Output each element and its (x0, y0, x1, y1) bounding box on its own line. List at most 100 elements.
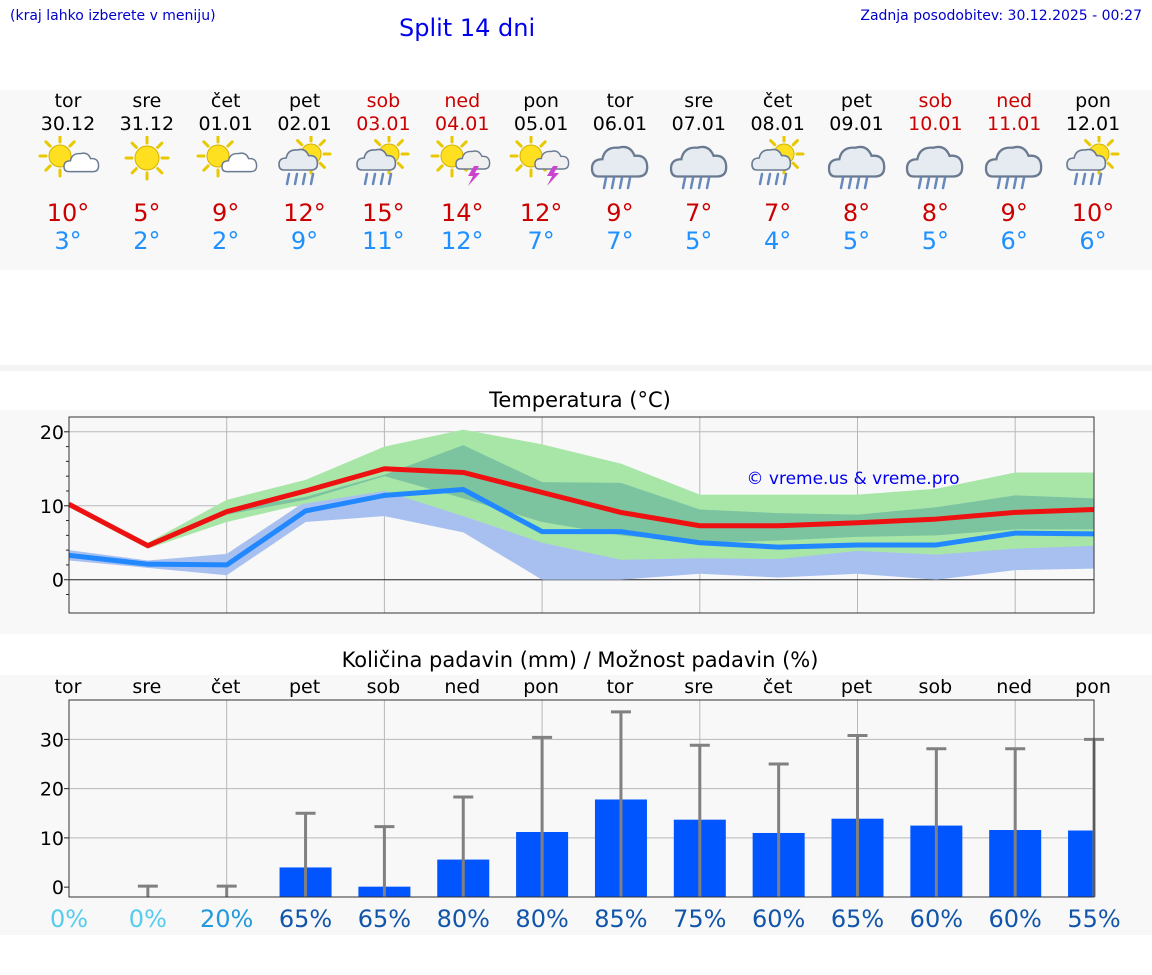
watermark: © vreme.us & vreme.pro (746, 469, 959, 489)
precip-probability: 60% (909, 905, 964, 933)
precip-day-label: pon (523, 676, 559, 698)
min-temperature: 5° (842, 227, 871, 255)
max-temperature: 15° (362, 199, 405, 227)
precip-ytick-label: 30 (40, 729, 64, 751)
day-date: 09.01 (829, 113, 884, 135)
max-temperature: 12° (519, 199, 563, 227)
min-temperature: 9° (290, 227, 319, 255)
min-temp-line (68, 486, 1095, 568)
precip-day-label: sob (918, 676, 953, 698)
last-update: Zadnja posodobitev: 30.12.2025 - 00:27 (860, 8, 1142, 24)
day-date: 07.01 (671, 113, 726, 135)
min-temperature: 2° (133, 227, 161, 255)
precip-probability: 0% (49, 905, 89, 933)
sun-thunder-icon (430, 134, 494, 200)
sun-thunder-icon (509, 134, 573, 200)
max-temperature: 10° (46, 199, 90, 227)
precip-ytick-label: 10 (40, 828, 64, 850)
sun-rain-icon (351, 133, 415, 200)
day-name: sre (132, 90, 162, 112)
min-temperature: 7° (527, 227, 555, 255)
min-temperature: 7° (606, 227, 634, 255)
min-temperature: 3° (54, 227, 82, 255)
sun-rain-icon (746, 133, 810, 200)
precip-probability: 85% (594, 905, 648, 933)
temp-plot-border (68, 416, 1095, 614)
precip-plot-border (68, 699, 1095, 898)
day-name: pet (840, 90, 873, 112)
max-temperature: 8° (921, 199, 949, 227)
page-title: Split 14 dni (399, 14, 536, 42)
precip-day-label: ned (996, 676, 1033, 698)
max-temperature: 9° (1000, 199, 1028, 227)
day-name: sre (684, 90, 714, 112)
day-name: ned (996, 90, 1033, 112)
cloud-rain-icon (903, 136, 967, 200)
precip-ytick-label: 20 (40, 779, 64, 801)
day-date: 05.01 (513, 113, 569, 135)
precip-day-label: ned (444, 676, 481, 698)
precip-probability: 80% (436, 905, 490, 933)
day-date: 03.01 (356, 113, 411, 135)
max-temperature: 8° (842, 199, 871, 227)
day-date: 04.01 (435, 113, 490, 135)
divider (0, 365, 1152, 371)
precip-probability: 65% (830, 905, 885, 933)
day-name: pon (1075, 90, 1111, 112)
precip-day-label: pon (1075, 676, 1111, 698)
precip-day-label: čet (210, 676, 241, 698)
temp-ytick-label: 10 (40, 496, 64, 518)
precip-day-label: sob (366, 676, 401, 698)
precip-day-label: tor (606, 676, 634, 698)
forecast-panel (0, 90, 1152, 270)
min-temperature: 6° (1000, 227, 1028, 255)
sun-rain-icon (1061, 133, 1125, 200)
precip-probability: 55% (1067, 905, 1121, 933)
max-temperature: 7° (685, 199, 713, 227)
day-date: 30.12 (40, 113, 96, 135)
min-temperature: 6° (1079, 227, 1107, 255)
min-temperature: 2° (212, 227, 240, 255)
precip-probability: 60% (988, 905, 1042, 933)
day-name: pet (288, 90, 321, 112)
min-temperature: 12° (440, 227, 484, 255)
precip-probability: 65% (278, 905, 333, 933)
cloud-rain-icon (667, 136, 731, 200)
precip-bar (1068, 830, 1094, 897)
day-name: tor (54, 90, 82, 112)
day-date: 06.01 (592, 113, 648, 135)
max-temperature: 9° (212, 199, 240, 227)
day-name: sob (918, 90, 953, 112)
location-hint: (kraj lahko izberete v meniju) (10, 8, 216, 24)
precip-ytick-label: 0 (52, 877, 64, 899)
precip-probability: 20% (200, 905, 254, 933)
max-temperature: 10° (1071, 199, 1115, 227)
cloud-rain-icon (982, 136, 1046, 200)
temp-ytick-label: 20 (40, 422, 64, 444)
day-date: 12.01 (1065, 113, 1121, 135)
day-date: 10.01 (908, 113, 963, 135)
cloud-rain-icon (588, 136, 652, 200)
day-date: 02.01 (277, 113, 332, 135)
day-name: ned (444, 90, 481, 112)
sun-cloud-icon (194, 134, 258, 200)
cloud-rain-icon (825, 136, 889, 200)
sun-icon (115, 135, 179, 200)
precip-day-label: tor (54, 676, 82, 698)
precip-day-label: sre (684, 676, 714, 698)
precip-probability: 0% (128, 905, 167, 933)
day-date: 01.01 (198, 113, 253, 135)
max-temperature: 7° (764, 199, 792, 227)
min-temperature: 5° (685, 227, 713, 255)
max-temperature: 9° (606, 199, 634, 227)
precip-day-label: pet (288, 676, 321, 698)
day-date: 08.01 (750, 113, 805, 135)
min-temperature: 4° (764, 227, 792, 255)
max-temperature: 14° (440, 199, 484, 227)
temperature-chart-title: Temperatura (°C) (489, 388, 671, 412)
precip-probability: 75% (673, 905, 727, 933)
temp-ytick-label: 0 (52, 570, 64, 592)
day-name: čet (762, 90, 793, 112)
day-name: sob (366, 90, 401, 112)
